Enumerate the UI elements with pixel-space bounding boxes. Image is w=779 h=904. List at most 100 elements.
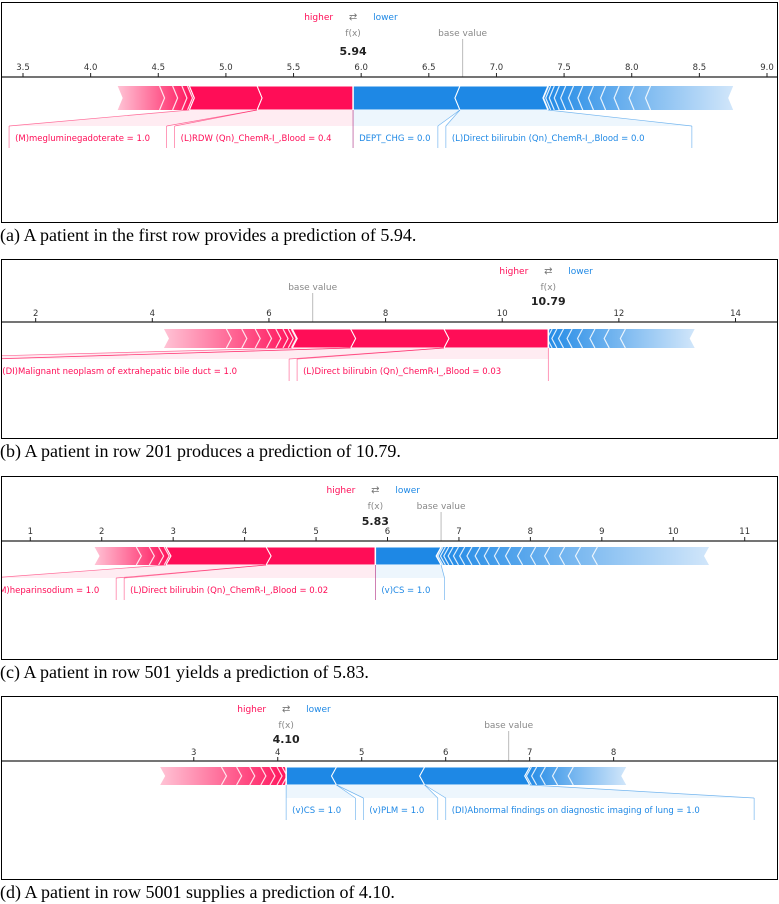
force-plot-panel-a: higher ⇄ lower f(x) 5.94 base value 3.5 4.0 4.5 5… xyxy=(1,2,778,223)
fx-label: f(x) xyxy=(368,502,384,512)
caption-a: (a) A patient in the first row provides … xyxy=(0,225,417,245)
x-tick-label: 5 xyxy=(313,527,318,537)
feature-connector-line xyxy=(2,564,167,578)
fx-value: 5.83 xyxy=(362,515,389,528)
x-tick-label: 5 xyxy=(359,748,364,758)
x-tick-label: 8 xyxy=(383,309,388,319)
x-tick-label: 6.0 xyxy=(354,63,368,73)
legend-higher: higher xyxy=(237,705,266,715)
feature-label: (M)megluminegadoterate = 1.0 xyxy=(15,134,150,144)
pos-tail-ripple xyxy=(220,766,228,786)
pos-tail-ripple xyxy=(287,328,294,349)
feature-label: (v)CS = 1.0 xyxy=(292,806,341,816)
pos-tail-ripple xyxy=(241,328,248,349)
legend-lower: lower xyxy=(373,13,398,23)
neg-tail-ripple xyxy=(560,85,567,111)
neg-feature-bar xyxy=(352,85,461,111)
pos-feature-bar xyxy=(188,85,263,111)
x-tick-label: 6 xyxy=(443,748,448,758)
x-tick-label: 2 xyxy=(99,527,104,537)
feature-connector-fill xyxy=(375,565,445,578)
pos-tail-ripple xyxy=(225,328,233,349)
feature-connector-line xyxy=(437,109,461,127)
pos-tail-ripple xyxy=(163,546,170,566)
x-tick-label: 7 xyxy=(456,527,461,537)
fx-label: f(x) xyxy=(278,721,294,731)
neg-feature-bar xyxy=(374,546,442,566)
feature-connector-fill xyxy=(2,348,444,359)
x-tick-label: 8.0 xyxy=(625,63,639,73)
neg-tail-ripple xyxy=(459,546,466,566)
neg-tail-ripple xyxy=(543,546,551,566)
neg-tail-ripple xyxy=(443,546,450,566)
base-value-label: base value xyxy=(288,283,337,293)
x-tick-label: 8.5 xyxy=(693,63,707,73)
neg-feature-bar xyxy=(454,85,549,111)
pos-tail-ripple xyxy=(249,766,256,786)
x-tick-label: 6 xyxy=(385,527,390,537)
fx-label: f(x) xyxy=(541,283,557,293)
neg-tail-ripple xyxy=(545,85,552,111)
x-tick-label: 9 xyxy=(599,527,604,537)
legend-arrows: ⇄ xyxy=(544,266,552,277)
feature-connector-line xyxy=(440,564,445,579)
force-plot-b: higher ⇄ lower f(x) 10.79 base value 2 4 6 8 10 12 1… xyxy=(2,266,777,381)
neg-tail-ripple xyxy=(447,546,454,566)
legend-lower: lower xyxy=(306,705,331,715)
pos-feature-bar xyxy=(256,85,354,111)
neg-tail-ripple xyxy=(516,546,524,566)
neg-tail-ripple xyxy=(644,85,652,111)
pos-tail-ripple xyxy=(158,546,165,566)
x-tick-label: 4 xyxy=(275,748,280,758)
feature-connector-line xyxy=(289,347,444,360)
base-value-label: base value xyxy=(417,502,466,512)
force-plot-panel-c: higher ⇄ lower f(x) 5.83 base value 1 2 3 4 5 6 7 8 9 1… xyxy=(1,476,778,660)
x-tick-label: 2 xyxy=(33,309,38,319)
x-tick-label: 11 xyxy=(739,527,750,537)
feature-connector-line xyxy=(529,784,755,799)
x-tick-label: 10 xyxy=(668,527,679,537)
feature-connector-fill xyxy=(445,110,692,126)
feature-connector-line xyxy=(9,109,190,127)
neg-tail-ripple xyxy=(542,85,550,111)
feature-connector-line xyxy=(445,109,461,127)
x-tick-label: 8 xyxy=(528,527,533,537)
x-tick-label: 14 xyxy=(730,309,741,319)
neg-tail-ripple xyxy=(452,546,459,566)
neg-tail-ripple xyxy=(577,85,584,111)
feature-connector-fill xyxy=(424,785,755,798)
feature-connector-line xyxy=(116,564,267,579)
caption-d: (d) A patient in row 5001 supplies a pre… xyxy=(0,882,395,902)
pos-feature-bar xyxy=(349,328,450,349)
feature-label: (L)Direct bilirubin (Qn)_ChemR-I_,Blood … xyxy=(130,586,328,596)
feature-label: (L)Direct bilirubin (Qn)_ChemR-I_,Blood … xyxy=(452,134,645,144)
neg-tail-ripple xyxy=(589,328,596,349)
feature-connector-fill xyxy=(353,110,460,126)
legend-lower: lower xyxy=(568,267,593,277)
neg-tail-ripple xyxy=(587,85,595,111)
caption-b: (b) A patient in row 201 produces a pred… xyxy=(0,441,401,461)
pos-feature-bar xyxy=(265,546,376,566)
neg-tail xyxy=(436,547,709,565)
pos-tail-ripple xyxy=(282,328,289,349)
fx-value: 10.79 xyxy=(531,295,566,308)
neg-tail-ripple xyxy=(628,85,635,111)
pos-feature-bar xyxy=(291,328,357,349)
x-tick-label: 6.5 xyxy=(422,63,436,73)
neg-tail-ripple xyxy=(504,546,512,566)
force-plot-panel-b: higher ⇄ lower f(x) 10.79 base value 2 4 6 8 10 12 1… xyxy=(1,259,778,439)
neg-tail-ripple xyxy=(613,85,620,111)
feature-connector-fill xyxy=(174,110,354,126)
x-tick-label: 3 xyxy=(191,748,196,758)
neg-tail-ripple xyxy=(558,546,566,566)
x-tick-label: 4.0 xyxy=(84,63,98,73)
neg-tail xyxy=(543,329,695,348)
feature-connector-fill xyxy=(297,348,549,359)
legend-arrows: ⇄ xyxy=(371,485,379,496)
force-plot-c: higher ⇄ lower f(x) 5.83 base value 1 2 3 4 5 6 7 8 9 1… xyxy=(2,485,777,600)
caption-c: (c) A patient in row 501 yields a predic… xyxy=(0,662,369,682)
neg-tail-ripple xyxy=(551,766,559,786)
feature-label: (v)CS = 1.0 xyxy=(381,586,430,596)
neg-tail-ripple xyxy=(567,766,574,786)
neg-tail xyxy=(524,767,627,785)
